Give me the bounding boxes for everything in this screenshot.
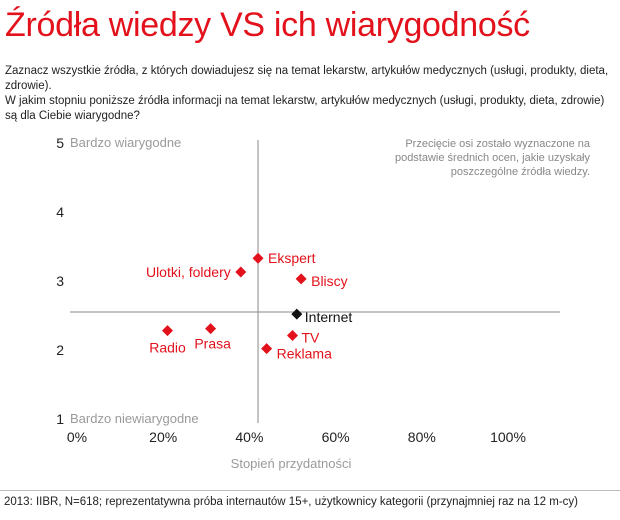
x-tick-label: 20%	[149, 429, 177, 445]
x-tick-label: 0%	[67, 429, 87, 445]
survey-question: Zaznacz wszystkie źródła, z których dowi…	[5, 64, 613, 124]
scatter-chart: 1 2 3 4 5 0% 20% 40% 60% 80% 100% Ekspert Ulotki, …	[56, 135, 591, 471]
point-label: TV	[302, 330, 321, 346]
x-tick-label: 60%	[322, 429, 350, 445]
point-marker-radio	[162, 325, 174, 337]
x-axis-label: Stopień przydatności	[231, 456, 352, 471]
y-tick-label: 2	[56, 342, 64, 358]
point-label: Reklama	[277, 346, 332, 362]
y-tick-label: 4	[56, 204, 64, 220]
page-title: Źródła wiedzy VS ich wiarygodność	[5, 6, 530, 44]
point-label: Radio	[149, 340, 186, 356]
source-footer: 2013: IIBR, N=618; reprezentatywna próba…	[0, 490, 620, 520]
point-marker-ekspert	[252, 252, 264, 264]
source-text: 2013: IIBR, N=618; reprezentatywna próba…	[4, 496, 579, 508]
x-tick-label: 80%	[408, 429, 436, 445]
question-line-2: W jakim stopniu poniższe źródła informac…	[5, 95, 605, 122]
point-marker-bliscy	[295, 273, 307, 285]
point-label: Internet	[305, 309, 353, 325]
data-points: Ekspert Ulotki, foldery Bliscy Internet Radi…	[146, 250, 352, 361]
y-tick-label: 3	[56, 273, 64, 289]
point-marker-reklama	[261, 343, 273, 355]
y-tick-label: 1	[56, 411, 64, 427]
point-label: Ulotki, foldery	[146, 264, 231, 280]
question-line-1: Zaznacz wszystkie źródła, z których dowi…	[5, 65, 609, 92]
point-label: Bliscy	[311, 273, 348, 289]
x-tick-label: 40%	[235, 429, 263, 445]
point-marker-internet	[291, 308, 303, 320]
point-marker-prasa	[205, 323, 217, 335]
y-tick-label: 5	[56, 135, 64, 151]
x-tick-label: 100%	[490, 429, 526, 445]
point-marker-ulotki-foldery	[235, 266, 247, 278]
y-bottom-label: Bardzo niewiarygodne	[70, 411, 199, 426]
chart-note: Przecięcie osi zostało wyznaczone na pods…	[395, 138, 591, 178]
y-tick-labels: 1 2 3 4 5	[56, 135, 64, 427]
chart-axes	[70, 140, 560, 423]
point-label: Prasa	[194, 336, 231, 352]
y-top-label: Bardzo wiarygodne	[70, 135, 181, 150]
x-tick-labels: 0% 20% 40% 60% 80% 100%	[67, 429, 526, 445]
point-label: Ekspert	[268, 250, 316, 266]
point-marker-tv	[287, 330, 298, 342]
